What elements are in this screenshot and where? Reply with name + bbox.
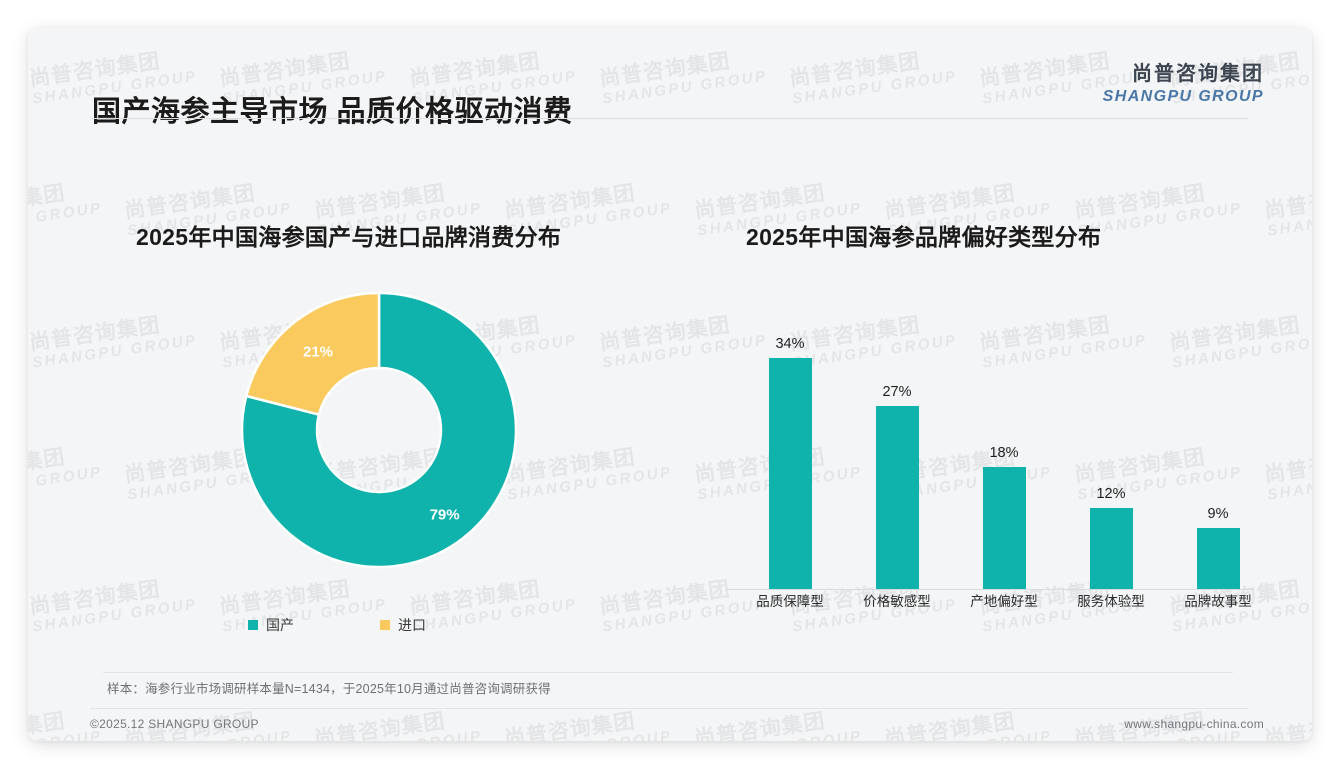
legend-swatch-domestic xyxy=(248,620,258,630)
donut-slice-value: 21% xyxy=(303,343,333,360)
logo-english-text: SHANGPU GROUP xyxy=(1102,88,1264,105)
page-title: 国产海参主导市场 品质价格驱动消费 xyxy=(92,96,573,128)
header-divider xyxy=(90,118,1248,119)
bar-column[interactable]: 9% xyxy=(1168,506,1268,589)
bar-rect[interactable] xyxy=(1196,527,1240,589)
donut-slice-value: 79% xyxy=(430,507,460,524)
footer-copyright: ©2025.12 SHANGPU GROUP xyxy=(90,717,259,731)
bar-category-label: 价格敏感型 xyxy=(863,594,931,609)
slide-card: 尚普咨询集团 SHANGPU GROUP 尚普咨询集团 SHANGPU GROUP 尚普… xyxy=(28,28,1312,741)
brand-logo: 尚普咨询集团 SHANGPU GROUP xyxy=(1103,62,1264,106)
bar-chart-baseline xyxy=(726,589,1254,590)
slide-footer: ©2025.12 SHANGPU GROUP www.shangpu-china… xyxy=(28,714,1312,741)
bar-value-label: 34% xyxy=(775,336,805,353)
donut-chart: 79% 21% xyxy=(239,290,519,570)
legend-label-imported: 进口 xyxy=(398,617,426,633)
logo-chinese-text: 尚普咨询集团 xyxy=(1132,63,1264,85)
donut-slice[interactable] xyxy=(244,291,381,417)
bar-rect[interactable] xyxy=(1089,507,1133,589)
bar-chart-title: 2025年中国海参品牌偏好类型分布 xyxy=(746,224,1102,250)
bar-rect[interactable] xyxy=(875,405,919,589)
donut-chart-title: 2025年中国海参国产与进口品牌消费分布 xyxy=(136,224,562,250)
bar-category-label: 品牌故事型 xyxy=(1184,594,1252,609)
chart-panel-bar: 2025年中国海参品牌偏好类型分布 34% 品质保障型 27% 价格敏感型 18% 产地偏… xyxy=(708,178,1278,658)
slide-header: 国产海参主导市场 品质价格驱动消费 尚普咨询集团 SHANGPU GROUP xyxy=(28,28,1312,128)
bar-value-label: 9% xyxy=(1207,505,1229,522)
footnote-text: 样本：海参行业市场调研样本量N=1434，于2025年10月通过尚普咨询调研获得 xyxy=(107,682,551,696)
legend-swatch-imported xyxy=(380,620,390,630)
footer-website[interactable]: www.shangpu-china.com xyxy=(1124,717,1264,731)
legend-item-domestic[interactable]: 国产 xyxy=(248,615,294,635)
bar-column[interactable]: 27% xyxy=(847,384,947,589)
legend-label-domestic: 国产 xyxy=(266,617,294,633)
donut-legend: 国产 进口 xyxy=(248,615,538,635)
donut-slices xyxy=(240,291,518,569)
bar-column[interactable]: 12% xyxy=(1061,486,1161,589)
bar-rect[interactable] xyxy=(768,358,812,589)
bar-value-label: 18% xyxy=(989,444,1019,461)
footnote-divider xyxy=(103,672,1233,673)
bar-chart: 34% 品质保障型 27% 价格敏感型 18% 产地偏好型 12% 服务体验型 9% 品牌故事型 xyxy=(726,290,1268,609)
donut-value-labels: 79% 21% xyxy=(303,343,460,523)
bar-column[interactable]: 18% xyxy=(954,445,1054,589)
donut-chart-svg: 79% 21% xyxy=(240,291,518,569)
bar-category-label: 服务体验型 xyxy=(1077,594,1145,609)
bar-column[interactable]: 34% xyxy=(740,336,840,589)
bar-rect[interactable] xyxy=(982,466,1026,589)
bar-value-label: 12% xyxy=(1096,485,1126,502)
legend-item-imported[interactable]: 进口 xyxy=(380,615,426,635)
bar-value-label: 27% xyxy=(882,383,912,400)
bar-category-label: 品质保障型 xyxy=(756,594,824,609)
chart-panel-donut: 2025年中国海参国产与进口品牌消费分布 79% 21% 国产 进口 xyxy=(78,178,678,658)
donut-slice[interactable] xyxy=(240,291,518,569)
bar-category-label: 产地偏好型 xyxy=(970,594,1038,609)
footer-divider xyxy=(90,708,1248,709)
